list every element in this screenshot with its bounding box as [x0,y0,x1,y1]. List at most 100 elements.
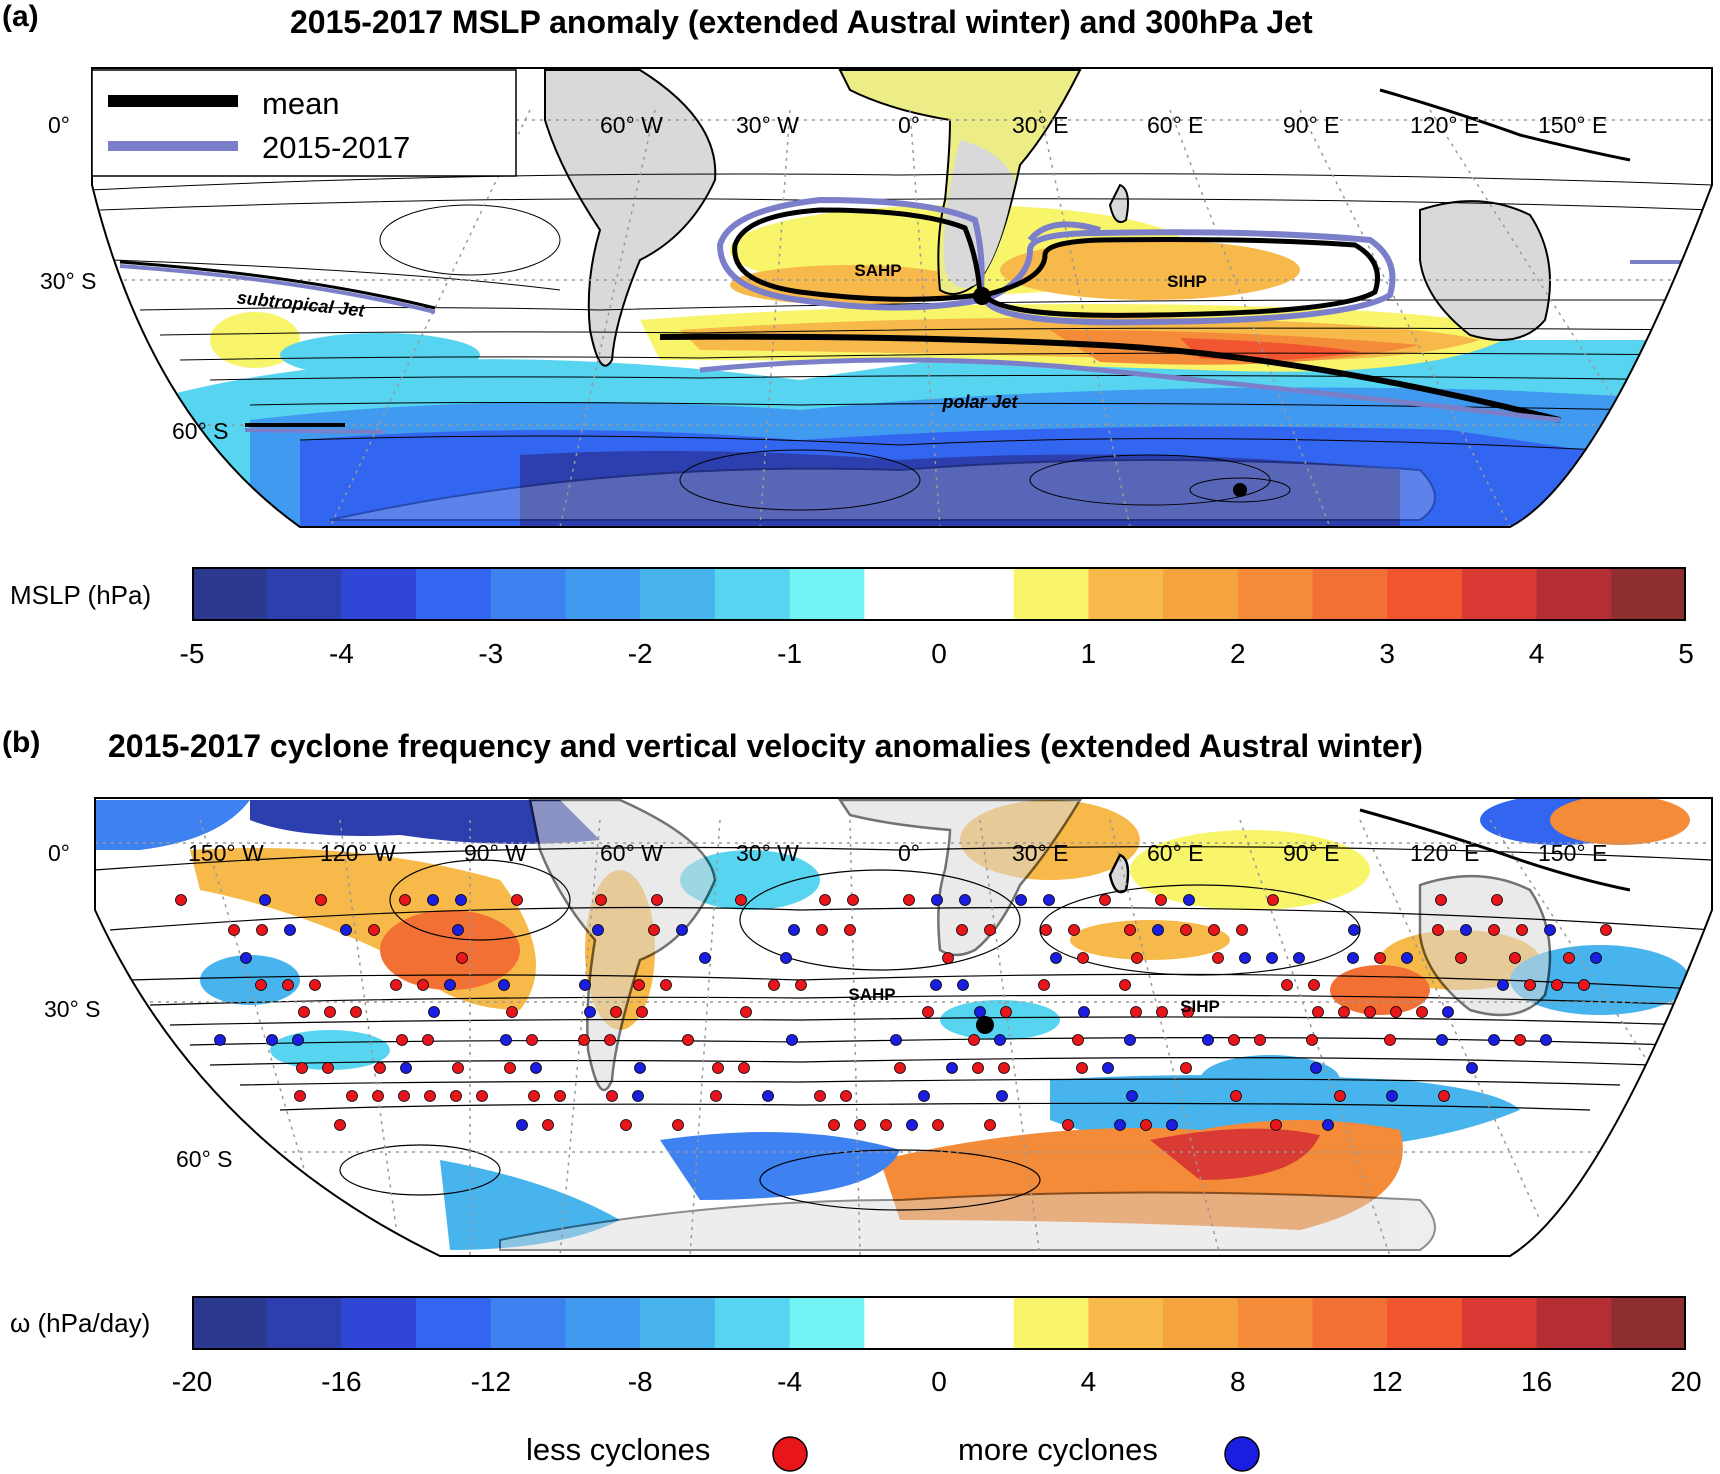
less-cyclones-dot [610,1006,622,1018]
less-cyclones-dot [368,924,380,936]
more-cyclones-dot [946,1062,958,1074]
colorbar-b-tick: -20 [171,1366,213,1397]
colorbar-b-label: ω (hPa/day) [10,1308,151,1338]
more-cyclones-dot [214,1034,226,1046]
lon-label-30w-a: 30° W [736,112,799,138]
less-cyclones-dot [1438,1090,1450,1102]
colorbar-b-swatch [341,1296,417,1350]
more-cyclones-dot [1202,1034,1214,1046]
panel-b-map: SAHP SIHP [94,797,1713,1257]
less-cyclones-dot [1038,979,1050,991]
more-cyclones-dot [1114,1119,1126,1131]
less-cyclones-dot [282,979,294,991]
less-cyclones-dot [1551,979,1563,991]
more-cyclones-dot [994,1034,1006,1046]
lon-label-90w-b: 90° W [464,840,527,866]
sahp-loop-2015-2017 [716,196,985,311]
colorbar-a-swatch [341,567,417,621]
less-cyclones-dot [840,1090,852,1102]
more-cyclones-dot [699,952,711,964]
less-cyclones-dot [1267,894,1279,906]
more-cyclones-dot [427,894,439,906]
more-cyclones-dot [906,1119,918,1131]
lat-label-0-b: 0° [48,840,70,866]
less-cyclones-dot [819,894,831,906]
sihp-loop-2015-2017 [980,229,1396,326]
south-america-b [528,798,717,1092]
more-cyclones-dot [444,979,456,991]
less-cyclones-dot [1416,1006,1428,1018]
more-cyclones-dot [1436,1034,1448,1046]
less-cyclones-dot [396,1034,408,1046]
less-cyclones-dot [984,1119,996,1131]
lat-label-0-a: 0° [48,112,70,138]
less-cyclones-dot [506,1006,518,1018]
colorbar-a-tick: -3 [478,638,504,669]
colorbar-b-tick: -8 [627,1366,653,1397]
less-cyclones-dot [636,1006,648,1018]
less-cyclones-dot [738,1062,750,1074]
less-cyclones-dot [1600,924,1612,936]
colorbar-b-tick: -16 [321,1366,362,1397]
colorbar-a-label: MSLP (hPa) [10,580,152,610]
colorbar-b-swatch [1387,1296,1463,1350]
less-cyclones-dot [768,979,780,991]
colorbar-a-swatch [714,567,791,621]
colorbar-b-swatch [416,1296,492,1350]
more-cyclones-dot [996,1090,1008,1102]
panel-b-title: 2015-2017 cyclone frequency and vertical… [108,728,1423,764]
less-cyclones-dot [346,1090,358,1102]
lon-label-30e-a: 30° E [1012,112,1069,138]
less-cyclones-dot [795,979,807,991]
colorbar-a-swatch [416,567,492,621]
colorbar-b-swatch [266,1296,342,1350]
more-cyclones-dot [957,979,969,991]
less-cyclones-dot [604,1034,616,1046]
less-cyclones-dot [424,1090,436,1102]
more-cyclones-dot [1152,924,1164,936]
colorbar-a-swatch [1387,567,1463,621]
less-cyclones-dot [1455,952,1467,964]
lat-label-30s-b: 30° S [44,996,101,1022]
more-cyclones-dot [1348,924,1360,936]
less-cyclones-dot [854,1119,866,1131]
less-cyclones-dot [350,1006,362,1018]
more-cyclones-dot [762,1090,774,1102]
less-cyclones-dot [450,1090,462,1102]
colorbar-b-swatch [640,1296,716,1350]
more-cyclones-dot [1050,952,1062,964]
less-cyclones-dot [1155,894,1167,906]
more-cyclones-dot [340,924,352,936]
lon-label-30w-b: 30° W [736,840,799,866]
colorbar-a-swatch [1536,567,1612,621]
more-cyclones-dot [1590,952,1602,964]
south-america [544,69,717,367]
less-cyclones-dot [968,1034,980,1046]
less-cyclones-dot [620,1119,632,1131]
more-cyclones-dot [1102,1062,1114,1074]
colorbar-b-swatch [714,1296,791,1350]
less-cyclones-dot [1077,952,1089,964]
more-cyclones-dot [1540,1034,1552,1046]
less-cyclones-dot [422,1034,434,1046]
more-cyclones-dot [1322,1119,1334,1131]
colorbar-a-swatch [640,567,716,621]
less-cyclones-dot [1180,1062,1192,1074]
more-cyclones-dot [1488,1034,1500,1046]
colorbar-b-swatch [490,1296,566,1350]
lon-label-150w-b: 150° W [188,840,264,866]
colorbar-a-tick: 4 [1528,638,1545,669]
more-cyclones-dot [1166,1119,1178,1131]
colorbar-b-swatch [864,1296,940,1350]
lat-label-60s-a: 60° S [172,418,229,444]
less-cyclones-dot [1491,894,1503,906]
less-cyclones-dot [1374,952,1386,964]
colorbar-a-swatch [192,567,268,621]
antarctica-marker [1233,483,1247,497]
more-cyclones-dot [1043,894,1055,906]
sihp-loop-mean [980,237,1380,318]
more-cyclones-dot [1401,952,1413,964]
more-cyclones-dot [890,1034,902,1046]
colorbar-a-tick: 2 [1230,638,1246,669]
more-cyclones-dot [1239,952,1251,964]
